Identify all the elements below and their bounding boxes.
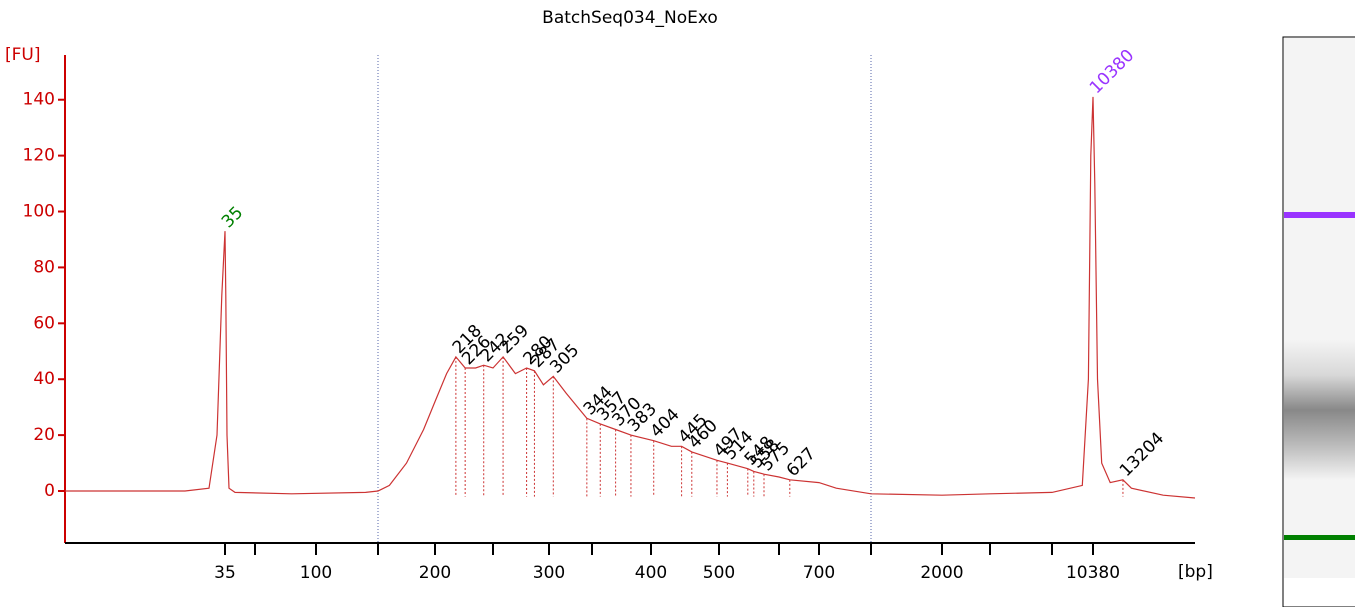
peak-label: 35 — [218, 203, 247, 232]
trace — [65, 96, 1196, 499]
peak-label: 13204 — [1116, 429, 1168, 481]
x-tick-label: 700 — [803, 563, 835, 583]
y-tick-label: 100 — [23, 202, 55, 222]
y-tick-label: 20 — [33, 425, 55, 445]
gel-lane — [1282, 36, 1355, 607]
y-tick-label: 60 — [33, 313, 55, 333]
x-tick-label: 35 — [214, 563, 236, 583]
gel-smear — [1284, 340, 1355, 480]
lower-marker-band — [1284, 535, 1355, 540]
peak-label: 10380 — [1086, 46, 1138, 98]
x-tick-label: 10380 — [1066, 563, 1120, 583]
x-tick-label: 2000 — [920, 563, 963, 583]
x-tick-label: 300 — [533, 563, 565, 583]
x-tick-label: 500 — [703, 563, 735, 583]
y-tick-label: 80 — [33, 257, 55, 277]
y-tick-label: 120 — [23, 146, 55, 166]
y-tick-label: 140 — [23, 90, 55, 110]
gel-background — [1284, 38, 1355, 578]
y-axis-label: [FU] — [5, 45, 41, 65]
chart-title: BatchSeq034_NoExo — [542, 8, 718, 28]
y-tick-label: 0 — [44, 481, 55, 501]
upper-marker-band — [1284, 212, 1355, 218]
y-tick-label: 40 — [33, 369, 55, 389]
x-tick-label: 200 — [419, 563, 451, 583]
x-axis-label: [bp] — [1178, 562, 1213, 582]
x-tick-label: 400 — [635, 563, 667, 583]
x-tick-label: 100 — [300, 563, 332, 583]
